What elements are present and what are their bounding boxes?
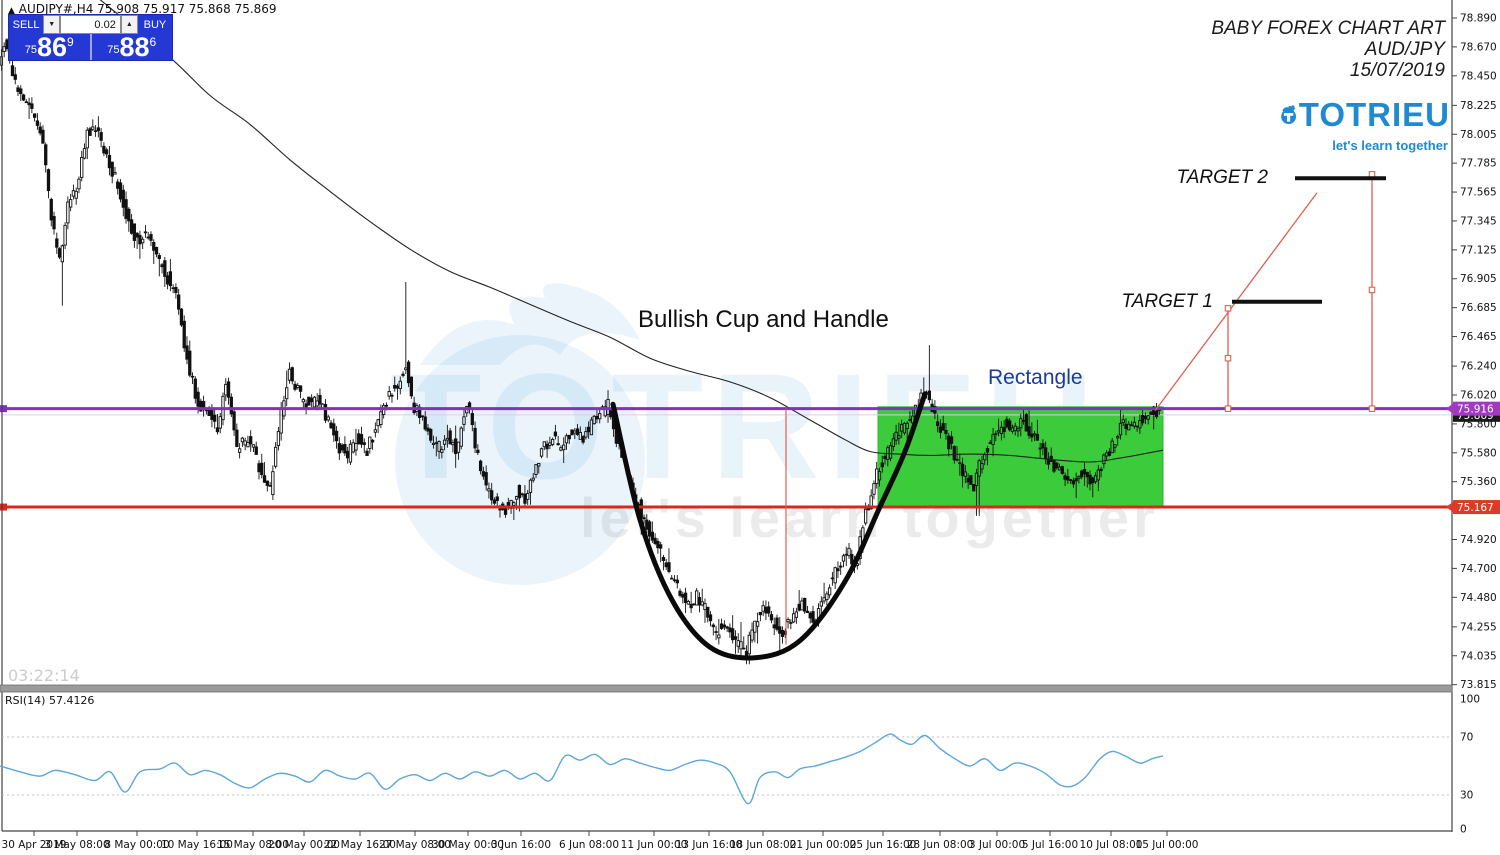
buy-price-sup: 6: [149, 35, 157, 49]
target2-label: TARGET 2: [1176, 167, 1269, 188]
quote-title-text: AUDJPY#,H4 75.908 75.917 75.868 75.869: [18, 2, 277, 16]
header-symbol: AUD/JPY: [1364, 39, 1445, 60]
svg-text:3 May 08:00: 3 May 08:00: [44, 839, 109, 851]
svg-text:76.685: 76.685: [1460, 302, 1497, 314]
svg-text:5 Jul 16:00: 5 Jul 16:00: [1022, 839, 1078, 851]
svg-text:76.905: 76.905: [1460, 273, 1497, 285]
rectangle-label: Rectangle: [988, 366, 1083, 389]
svg-text:76.020: 76.020: [1460, 390, 1497, 402]
svg-text:78.225: 78.225: [1460, 100, 1497, 112]
svg-text:30 Apr 2019: 30 Apr 2019: [2, 839, 67, 851]
pane-splitter[interactable]: [0, 684, 1453, 693]
svg-text:27 May 08:00: 27 May 08:00: [379, 839, 451, 851]
svg-text:74.480: 74.480: [1460, 592, 1497, 604]
svg-text:75.916: 75.916: [1457, 404, 1494, 416]
svg-text:10 May 16:00: 10 May 16:00: [161, 839, 233, 851]
svg-text:74.920: 74.920: [1460, 534, 1497, 546]
svg-text:74.255: 74.255: [1460, 621, 1497, 633]
svg-text:78.670: 78.670: [1460, 41, 1497, 53]
sell-price-button[interactable]: 75 86 9: [9, 32, 90, 62]
price-divider: [89, 34, 92, 60]
spread-input[interactable]: 0.02: [60, 15, 121, 34]
svg-text:13 Jun 16:00: 13 Jun 16:00: [676, 839, 743, 851]
header-date: 15/07/2019: [1349, 60, 1445, 81]
rsi-indicator-label: RSI(14) 57.4126: [5, 694, 95, 707]
support-hline-handle[interactable]: [0, 503, 7, 511]
rsi-line: [0, 733, 1164, 805]
svg-text:8 May 00:00: 8 May 00:00: [104, 839, 169, 851]
rectangle-object[interactable]: [877, 406, 1164, 508]
target-vline-2[interactable]: [1368, 171, 1376, 412]
target1-label: TARGET 1: [1121, 291, 1214, 312]
buy-price-button[interactable]: 75 88 6: [92, 32, 173, 62]
svg-text:21 Jun 00:00: 21 Jun 00:00: [790, 839, 857, 851]
rsi-tick: 70: [1460, 732, 1473, 744]
svg-text:3 Jun 16:00: 3 Jun 16:00: [491, 839, 551, 851]
sell-button[interactable]: SELL: [12, 18, 40, 31]
logo-name: TOTRIEU: [1298, 96, 1450, 133]
svg-text:77.565: 77.565: [1460, 187, 1497, 199]
svg-text:28 Jun 08:00: 28 Jun 08:00: [907, 839, 974, 851]
svg-text:6 Jun 08:00: 6 Jun 08:00: [559, 839, 619, 851]
svg-text:11 Jun 00:00: 11 Jun 00:00: [621, 839, 688, 851]
svg-text:77.345: 77.345: [1460, 215, 1497, 227]
cup-and-handle-label: Bullish Cup and Handle: [638, 306, 889, 333]
server-clock: 03:22:14: [8, 666, 80, 685]
sell-price-big: 86: [37, 32, 68, 62]
resistance-hline-handle[interactable]: [0, 405, 7, 413]
symbol-arrow-icon: ▲: [8, 6, 15, 16]
svg-text:78.890: 78.890: [1460, 13, 1497, 25]
svg-text:75.360: 75.360: [1460, 476, 1497, 488]
rsi-tick: 100: [1460, 694, 1480, 706]
target-vline-1[interactable]: [1224, 305, 1232, 412]
svg-text:78.005: 78.005: [1460, 129, 1497, 141]
svg-text:74.035: 74.035: [1460, 650, 1497, 662]
spread-increase-button[interactable]: ▲: [120, 15, 138, 34]
rsi-tick: 30: [1460, 790, 1473, 802]
svg-text:20 May 00:00: 20 May 00:00: [268, 839, 340, 851]
svg-text:30 May 00:00: 30 May 00:00: [432, 839, 504, 851]
svg-text:73.815: 73.815: [1460, 679, 1497, 691]
resistance-price-chip: 75.916: [1446, 401, 1500, 416]
totrieu-logo: TOTRIEU let's learn together: [1280, 90, 1450, 153]
svg-text:15 May 08:00: 15 May 08:00: [217, 839, 289, 851]
buy-price-small: 75: [107, 44, 120, 56]
header-title: BABY FOREX CHART ART: [1211, 18, 1445, 39]
svg-text:18 Jun 08:00: 18 Jun 08:00: [730, 839, 797, 851]
moving-average-line: [99, 0, 1164, 463]
buy-button[interactable]: BUY: [143, 18, 167, 31]
svg-text:3 Jul 00:00: 3 Jul 00:00: [969, 839, 1025, 851]
svg-text:77.785: 77.785: [1460, 158, 1497, 170]
price-axis[interactable]: 78.890 78.670 78.450 78.225 78.005 77.785 77.5…: [1452, 13, 1497, 692]
logo-tagline: let's learn together: [1332, 138, 1448, 153]
svg-text:78.450: 78.450: [1460, 70, 1497, 82]
rsi-tick: 0: [1460, 824, 1467, 836]
buy-price-big: 88: [119, 32, 150, 62]
svg-text:75.167: 75.167: [1457, 502, 1494, 514]
svg-text:25 Jun 16:00: 25 Jun 16:00: [850, 839, 917, 851]
cup-curve: [610, 391, 928, 661]
svg-text:75.580: 75.580: [1460, 447, 1497, 459]
svg-text:74.700: 74.700: [1460, 563, 1497, 575]
svg-text:15 Jul 00:00: 15 Jul 00:00: [1136, 839, 1199, 851]
spread-decrease-button[interactable]: ▼: [43, 15, 61, 34]
svg-text:76.240: 76.240: [1460, 361, 1497, 373]
support-price-chip: 75.167: [1446, 500, 1500, 515]
quote-title: ▲ AUDJPY#,H4 75.908 75.917 75.868 75.869: [8, 2, 277, 16]
chart-header: BABY FOREX CHART ART AUD/JPY 15/07/2019: [1211, 18, 1445, 81]
totrieu-logo-icon: [1281, 105, 1297, 124]
svg-text:10 Jul 08:00: 10 Jul 08:00: [1080, 839, 1143, 851]
svg-text:77.125: 77.125: [1460, 244, 1497, 256]
one-click-trade-panel: SELL ▼ 0.02 ▲ BUY 75 86 9 75 88 6: [8, 14, 173, 61]
sell-price-small: 75: [24, 44, 37, 56]
svg-text:76.465: 76.465: [1460, 331, 1497, 343]
svg-text:22 May 16:00: 22 May 16:00: [324, 839, 396, 851]
sell-price-sup: 9: [67, 35, 74, 49]
candles: [0, 38, 1161, 665]
